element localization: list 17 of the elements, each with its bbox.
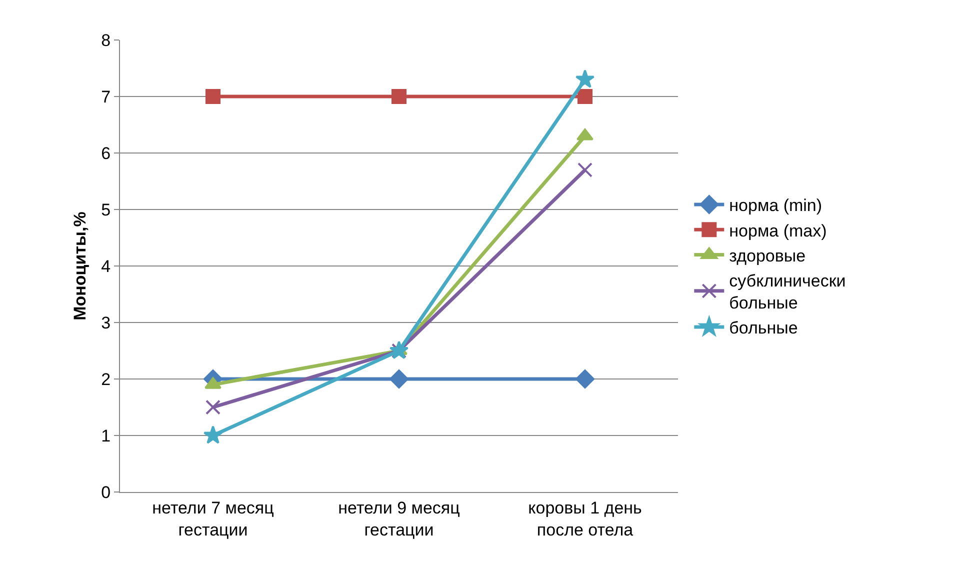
y-tick-label: 6 <box>101 144 111 163</box>
x-tick-label: коровы 1 день после отела <box>528 498 642 540</box>
legend-label: норма (max) <box>729 221 827 240</box>
x-tick-label: нетели 7 месяц гестации <box>152 498 274 540</box>
legend-label: норма (min) <box>729 196 822 216</box>
y-axis-title: Моноциты,% <box>70 212 90 320</box>
x-tick-label: нетели 9 месяц гестации <box>338 498 460 540</box>
y-tick-label: 4 <box>101 256 111 276</box>
y-tick-label: 0 <box>101 482 111 502</box>
y-tick-label: 3 <box>101 313 111 332</box>
legend-label: больные <box>729 318 798 338</box>
legend-label: здоровые <box>729 246 806 266</box>
y-tick-label: 5 <box>101 200 111 220</box>
y-tick-label: 8 <box>101 30 111 50</box>
y-tick-label: 7 <box>101 87 111 106</box>
y-tick-label: 1 <box>101 426 111 446</box>
y-tick-label: 2 <box>101 370 111 389</box>
